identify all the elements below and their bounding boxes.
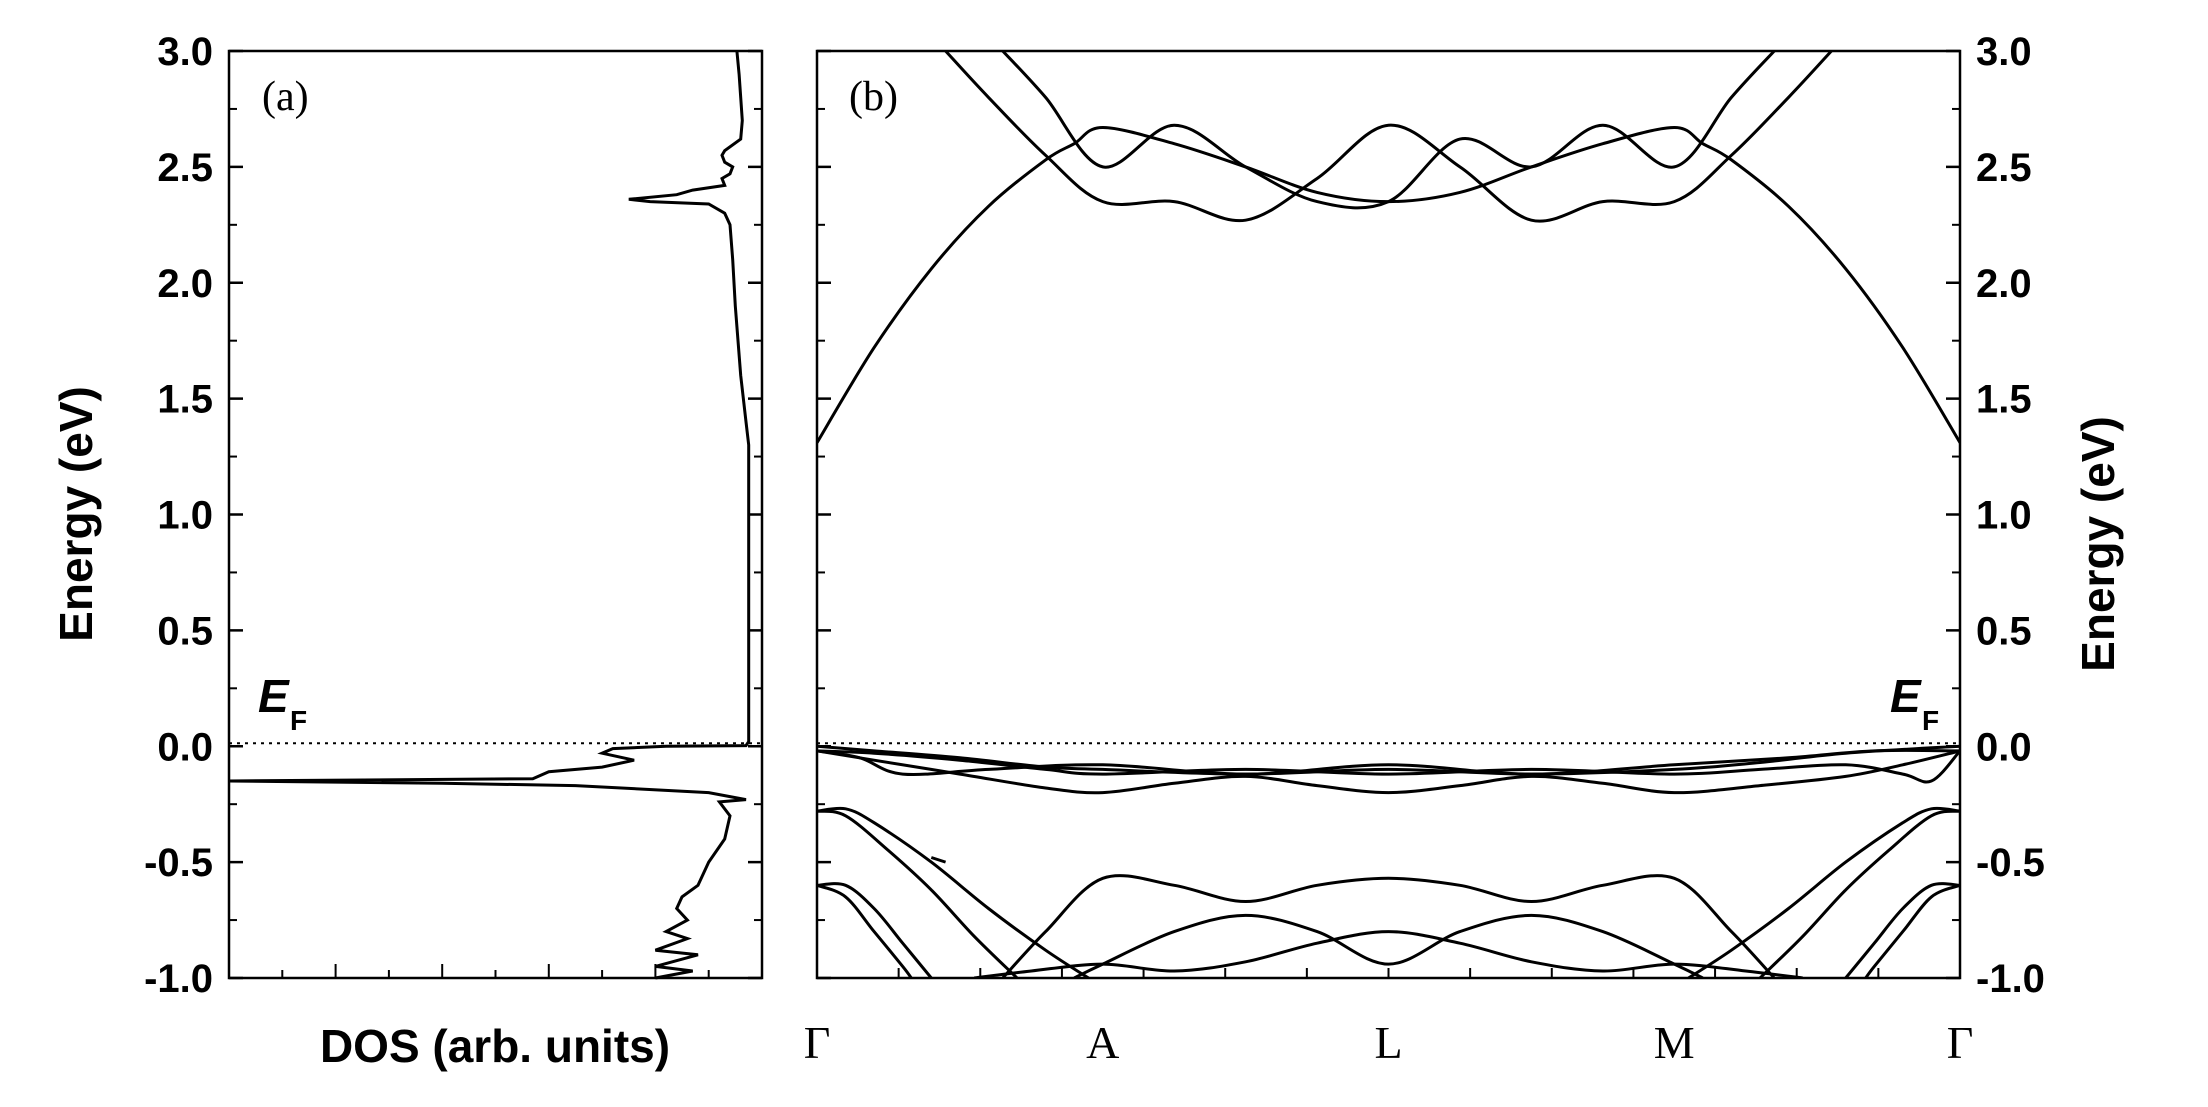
dos-y-tick-label: 1.5 bbox=[157, 378, 213, 422]
band-line-3 bbox=[1001, 51, 1776, 210]
dos-y-tick-label: 0.0 bbox=[157, 725, 213, 769]
band-line-19 bbox=[1864, 883, 1960, 978]
band-line-2 bbox=[944, 51, 1833, 223]
dos-y-tick-label: -1.0 bbox=[144, 957, 213, 1001]
dos-x-ticks bbox=[281, 964, 710, 978]
dos-y-tick-label: 1.0 bbox=[157, 494, 213, 538]
k-point-label: A bbox=[1086, 1017, 1119, 1068]
band-line-1 bbox=[817, 125, 1960, 444]
band-fermi-label-sub: F bbox=[1922, 705, 1939, 736]
band-y-tick-label: 0.5 bbox=[1976, 609, 2032, 653]
band-y-tick-label: -1.0 bbox=[1976, 957, 2045, 1001]
dos-fermi-label-sub: F bbox=[290, 705, 307, 736]
band-line-11 bbox=[817, 883, 913, 978]
band-y-tick-label: 1.0 bbox=[1976, 494, 2032, 538]
band-line-5 bbox=[817, 749, 1960, 795]
dos-y-tick-label: -0.5 bbox=[144, 841, 213, 885]
band-line-14 bbox=[974, 930, 1803, 978]
band-line-8 bbox=[817, 806, 1090, 978]
band-line-12 bbox=[1001, 874, 1776, 978]
band-y-tick-label: -0.5 bbox=[1976, 841, 2045, 885]
band-y-ticks: -1.0 -0.5 0.0 0.5 1.0 1.5 2.0 2.5 3.0 bbox=[817, 30, 2045, 1001]
dos-panel-label: (a) bbox=[262, 74, 309, 120]
band-y-tick-label: 3.0 bbox=[1976, 30, 2032, 74]
band-line-16 bbox=[1687, 806, 1960, 978]
dos-plot-frame bbox=[227, 49, 764, 980]
band-y-axis-title: Energy (eV) bbox=[2072, 416, 2124, 672]
band-y-tick-label: 1.5 bbox=[1976, 378, 2032, 422]
band-line-4 bbox=[817, 744, 1960, 776]
band-line-7 bbox=[817, 748, 1960, 776]
dos-y-tick-label: 0.5 bbox=[157, 609, 213, 653]
band-line-18 bbox=[1844, 882, 1960, 978]
dos-y-tick-label: 2.0 bbox=[157, 262, 213, 306]
band-panel-label: (b) bbox=[849, 74, 898, 120]
k-point-label: Γ bbox=[1947, 1017, 1974, 1068]
band-line-17 bbox=[1758, 809, 1960, 978]
band-curves bbox=[817, 51, 1960, 978]
dos-panel: -1.0 -0.5 0.0 0.5 1.0 1.5 2.0 2.5 3.0 (a) E F DO… bbox=[50, 30, 764, 1072]
band-fermi-label: E F bbox=[1890, 670, 1939, 736]
band-line-9 bbox=[817, 809, 1019, 978]
band-plot-frame bbox=[815, 49, 1962, 980]
band-y-tick-label: 2.5 bbox=[1976, 146, 2032, 190]
k-point-label: L bbox=[1374, 1017, 1402, 1068]
dos-y-tick-label: 2.5 bbox=[157, 146, 213, 190]
dos-y-axis-title: Energy (eV) bbox=[50, 386, 102, 642]
band-y-tick-label: 2.0 bbox=[1976, 262, 2032, 306]
k-point-label: Γ bbox=[804, 1017, 831, 1068]
band-line-10 bbox=[817, 882, 933, 978]
band-y-tick-label: 0.0 bbox=[1976, 725, 2032, 769]
band-line-15 bbox=[930, 856, 947, 864]
dos-fermi-label: E F bbox=[258, 670, 307, 736]
dos-x-axis-title: DOS (arb. units) bbox=[320, 1020, 670, 1072]
dos-y-tick-label: 3.0 bbox=[157, 30, 213, 74]
dos-curve bbox=[228, 50, 751, 980]
band-line-13 bbox=[1073, 913, 1704, 978]
dos-y-ticks: -1.0 -0.5 0.0 0.5 1.0 1.5 2.0 2.5 3.0 bbox=[144, 30, 762, 1001]
band-line-6 bbox=[817, 749, 1960, 784]
k-point-label: M bbox=[1654, 1017, 1695, 1068]
band-fermi-label-main: E bbox=[1890, 670, 1922, 722]
dos-fermi-label-main: E bbox=[258, 670, 290, 722]
